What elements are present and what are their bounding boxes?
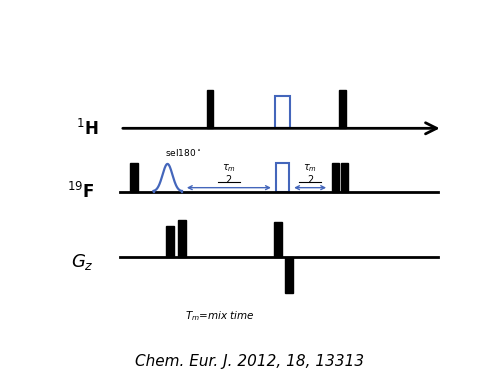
Text: $2$: $2$ xyxy=(226,173,232,185)
Text: sel180$^\circ$: sel180$^\circ$ xyxy=(165,147,201,158)
Text: $^{19}$F: $^{19}$F xyxy=(68,182,94,202)
Bar xyxy=(130,163,138,192)
Bar xyxy=(342,163,348,192)
Bar xyxy=(285,257,293,293)
Bar xyxy=(275,96,290,128)
Bar xyxy=(340,90,346,128)
Bar xyxy=(332,163,338,192)
Bar xyxy=(178,220,186,257)
Text: $T_m$=mix time: $T_m$=mix time xyxy=(185,309,255,323)
Text: $^1$H: $^1$H xyxy=(76,119,98,139)
Bar xyxy=(166,226,174,257)
Bar xyxy=(274,222,281,257)
Text: Chem. Eur. J. 2012, 18, 13313: Chem. Eur. J. 2012, 18, 13313 xyxy=(136,354,364,370)
Text: $\tau_m$: $\tau_m$ xyxy=(222,162,236,174)
Text: $2$: $2$ xyxy=(306,173,314,185)
Text: $\tau_m$: $\tau_m$ xyxy=(303,162,317,174)
Bar xyxy=(207,90,213,128)
Text: $\mathit{G}_z$: $\mathit{G}_z$ xyxy=(71,252,94,272)
Bar xyxy=(276,163,289,192)
